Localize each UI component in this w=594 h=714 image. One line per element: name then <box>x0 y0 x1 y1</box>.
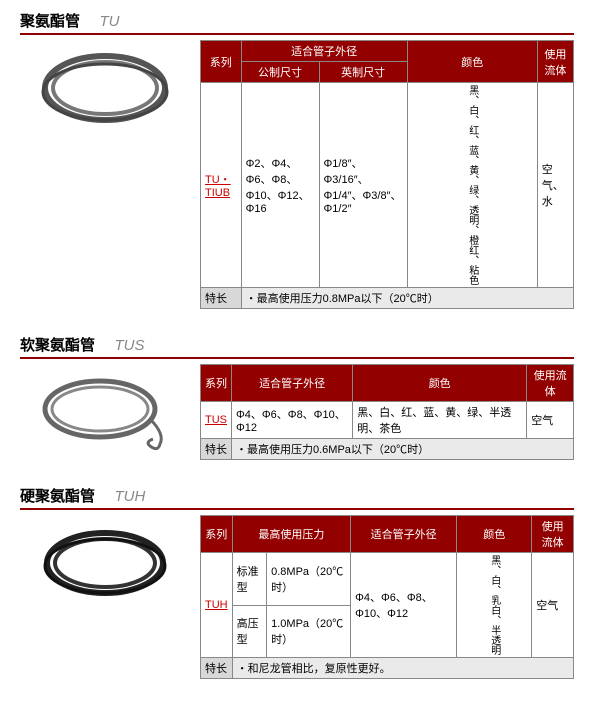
th-od: 适合管子外径 <box>232 365 353 402</box>
cell-od: Φ4、Φ6、Φ8、Φ10、Φ12 <box>351 553 457 658</box>
section-code: TUH <box>114 488 145 505</box>
th-fluid: 使用流体 <box>532 516 574 553</box>
th-fluid: 使用流体 <box>537 41 573 83</box>
cell-od: Φ4、Φ6、Φ8、Φ10、Φ12 <box>232 402 353 439</box>
cell-color: 黑、白、红、蓝、黄、绿、透明、橙红、粘色 <box>407 83 537 288</box>
note-label: 特长 <box>201 658 233 679</box>
section-tuh: 硬聚氨酯管 TUH 系列 最高使用压力 适合管子外径 颜色 使用流体 TUH 标… <box>20 485 574 679</box>
cell-color: 黑、白、红、蓝、黄、绿、半透明、茶色 <box>353 402 527 439</box>
section-title: 软聚氨酯管 <box>20 337 95 354</box>
th-od: 适合管子外径 <box>241 41 407 62</box>
table-tuh: 系列 最高使用压力 适合管子外径 颜色 使用流体 TUH 标准型 0.8MPa（… <box>200 515 574 679</box>
section-title: 硬聚氨酯管 <box>20 488 95 505</box>
th-imperial: 英制尺寸 <box>319 62 407 83</box>
cell-metric: Φ2、Φ4、Φ6、Φ8、Φ10、Φ12、Φ16 <box>241 83 319 288</box>
th-series: 系列 <box>201 365 232 402</box>
th-color: 颜色 <box>407 41 537 83</box>
cell-p-std: 0.8MPa（20℃时） <box>267 553 351 606</box>
section-header: 软聚氨酯管 TUS <box>20 334 574 359</box>
th-series: 系列 <box>201 516 233 553</box>
table-tu: 系列 适合管子外径 颜色 使用流体 公制尺寸 英制尺寸 TU・TIUB Φ2、Φ… <box>200 40 574 309</box>
cell-type-std: 标准型 <box>232 553 267 606</box>
cell-fluid: 空气、水 <box>537 83 573 288</box>
product-image-tuh <box>20 515 190 610</box>
product-image-tu <box>20 40 190 135</box>
section-code: TUS <box>114 337 144 354</box>
cell-fluid: 空气 <box>532 553 574 658</box>
series-link[interactable]: TU・TIUB <box>201 83 242 288</box>
note-text: ・和尼龙管相比，复原性更好。 <box>232 658 573 679</box>
table-tus: 系列 适合管子外径 颜色 使用流体 TUS Φ4、Φ6、Φ8、Φ10、Φ12 黑… <box>200 364 574 460</box>
section-tus: 软聚氨酯管 TUS 系列 适合管子外径 颜色 使用流体 TUS Φ4、Φ6、Φ8… <box>20 334 574 460</box>
cell-color: 黑、白、乳白、半透明 <box>457 553 532 658</box>
th-metric: 公制尺寸 <box>241 62 319 83</box>
cell-imperial: Φ1/8″、Φ3/16″、Φ1/4″、Φ3/8″、Φ1/2″ <box>319 83 407 288</box>
section-title: 聚氨酯管 <box>20 13 80 30</box>
th-color: 颜色 <box>353 365 527 402</box>
th-od: 适合管子外径 <box>351 516 457 553</box>
th-pressure: 最高使用压力 <box>232 516 351 553</box>
product-image-tus <box>20 364 190 459</box>
series-link[interactable]: TUH <box>201 553 233 658</box>
section-code: TU <box>99 13 119 30</box>
cell-p-hp: 1.0MPa（20℃时） <box>267 605 351 658</box>
th-fluid: 使用流体 <box>527 365 574 402</box>
note-text: ・最高使用压力0.8MPa以下（20℃时） <box>241 288 573 309</box>
cell-type-hp: 高压型 <box>232 605 267 658</box>
cell-fluid: 空气 <box>527 402 574 439</box>
note-label: 特长 <box>201 288 242 309</box>
note-label: 特长 <box>201 439 232 460</box>
series-link[interactable]: TUS <box>201 402 232 439</box>
th-color: 颜色 <box>457 516 532 553</box>
th-series: 系列 <box>201 41 242 83</box>
section-header: 聚氨酯管 TU <box>20 10 574 35</box>
section-header: 硬聚氨酯管 TUH <box>20 485 574 510</box>
note-text: ・最高使用压力0.6MPa以下（20℃时） <box>232 439 574 460</box>
section-tu: 聚氨酯管 TU 系列 适合管子外径 颜色 使用流体 公制尺寸 英制尺寸 TU・T… <box>20 10 574 309</box>
